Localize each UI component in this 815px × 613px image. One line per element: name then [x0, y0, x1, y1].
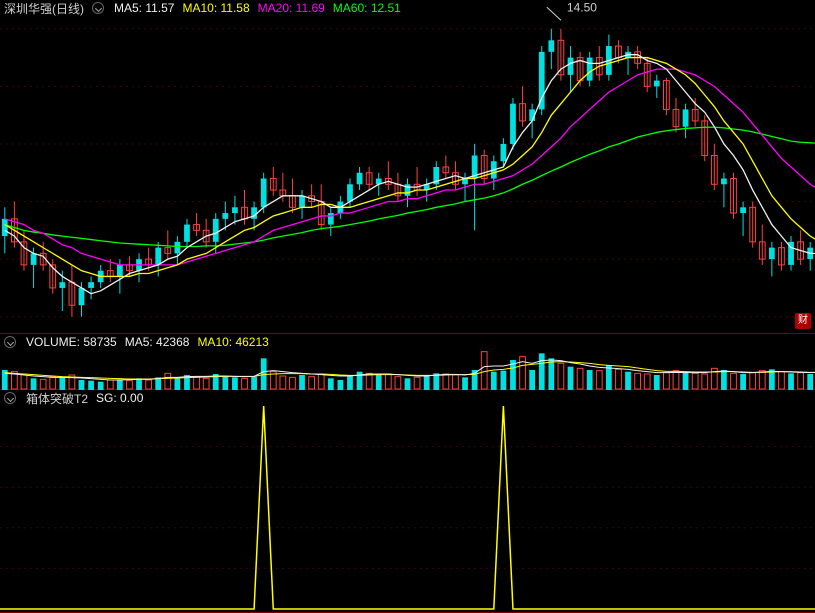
price-header: 深圳华强(日线) MA5: 11.57 MA10: 11.58 MA20: 11…	[4, 0, 401, 16]
price-panel: 深圳华强(日线) MA5: 11.57 MA10: 11.58 MA20: 11…	[0, 0, 815, 334]
signal-header: 箱体突破T2 SG: 0.00	[4, 390, 143, 406]
signal-sg-label: SG: 0.00	[96, 391, 143, 405]
svg-text:14.50: 14.50	[567, 0, 597, 14]
chevron-down-icon[interactable]	[92, 2, 104, 14]
vol-ma5-label: MA5: 42368	[125, 335, 190, 349]
chevron-down-icon[interactable]	[4, 336, 16, 348]
volume-label: VOLUME: 58735	[26, 335, 117, 349]
ma10-label: MA10: 11.58	[182, 1, 249, 15]
signal-title: 箱体突破T2	[26, 390, 88, 407]
ma20-label: MA20: 11.69	[258, 1, 325, 15]
volume-panel: VOLUME: 58735 MA5: 42368 MA10: 46213	[0, 334, 815, 390]
cai-badge[interactable]: 财	[795, 313, 811, 329]
ma60-label: MA60: 12.51	[333, 1, 401, 15]
vol-ma10-label: MA10: 46213	[197, 335, 268, 349]
chevron-down-icon[interactable]	[4, 392, 16, 404]
ma5-label: MA5: 11.57	[114, 1, 174, 15]
stock-title: 深圳华强(日线)	[4, 0, 84, 17]
price-chart[interactable]: 14.50	[0, 0, 815, 334]
signal-chart[interactable]	[0, 390, 815, 613]
volume-header: VOLUME: 58735 MA5: 42368 MA10: 46213	[4, 334, 269, 350]
signal-panel: 箱体突破T2 SG: 0.00	[0, 390, 815, 613]
